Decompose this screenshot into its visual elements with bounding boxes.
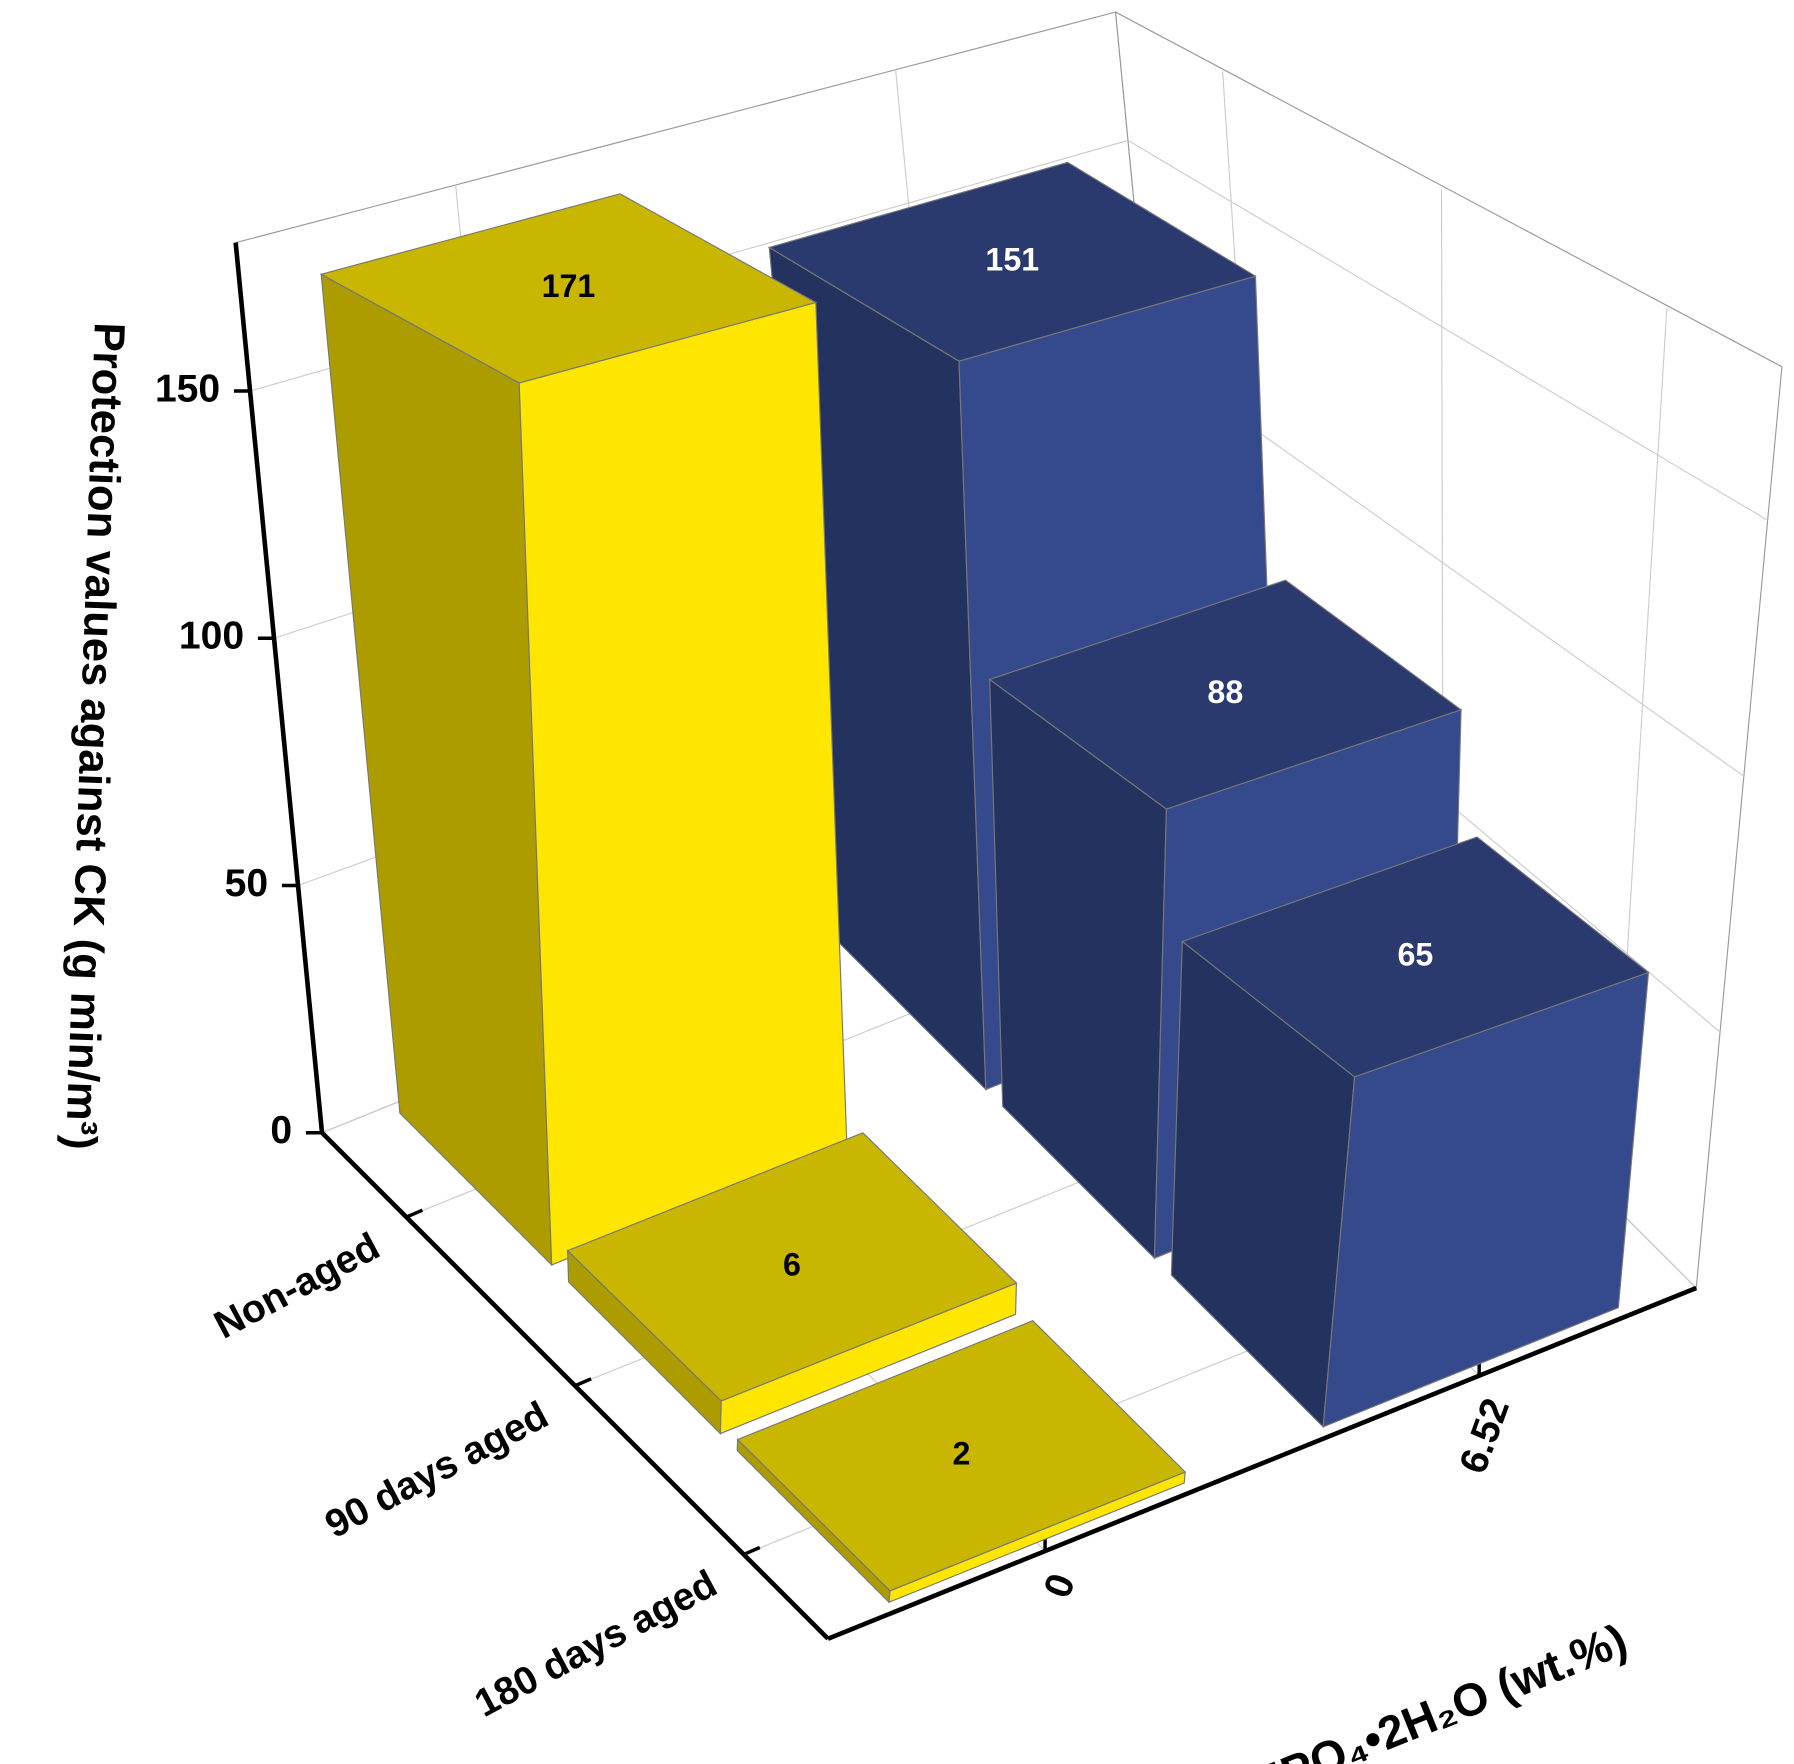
value-label: 6 bbox=[783, 1246, 801, 1282]
bar-top bbox=[988, 579, 1463, 810]
value-label: 2 bbox=[952, 1435, 970, 1471]
y-tick-label: 150 bbox=[155, 367, 220, 410]
y-tick-label: 100 bbox=[179, 615, 244, 658]
depth-tick-label: Non-aged bbox=[207, 1225, 386, 1348]
depth-tick-label: 180 days aged bbox=[468, 1562, 724, 1725]
value-label: 171 bbox=[542, 268, 596, 304]
y-axis-title: Protection values against CK (g min/m³) bbox=[56, 322, 134, 1151]
axis-line bbox=[827, 1285, 1698, 1641]
x-tick-label: 6.52 bbox=[1452, 1393, 1518, 1479]
bar-top bbox=[767, 161, 1257, 362]
y-tick-label: 50 bbox=[225, 862, 268, 905]
y-tick-label: 0 bbox=[270, 1109, 292, 1152]
x-axis-title: Na₂HPO₄•2H₂O (wt.%) bbox=[1169, 1613, 1634, 1764]
value-label: 88 bbox=[1207, 674, 1243, 710]
value-label: 65 bbox=[1397, 936, 1433, 972]
depth-tick bbox=[405, 1208, 424, 1219]
bar-top bbox=[1181, 836, 1650, 1078]
bar-top bbox=[319, 193, 818, 384]
depth-tick-label: 90 days aged bbox=[318, 1394, 555, 1547]
x-tick-label: 0 bbox=[1036, 1568, 1084, 1603]
depth-tick bbox=[742, 1545, 761, 1557]
bar-front bbox=[518, 301, 848, 1266]
bar-top bbox=[736, 1320, 1187, 1592]
bar-top bbox=[566, 1132, 1018, 1402]
axis-line bbox=[233, 242, 325, 1133]
depth-tick bbox=[574, 1377, 592, 1388]
value-label: 151 bbox=[985, 241, 1039, 277]
